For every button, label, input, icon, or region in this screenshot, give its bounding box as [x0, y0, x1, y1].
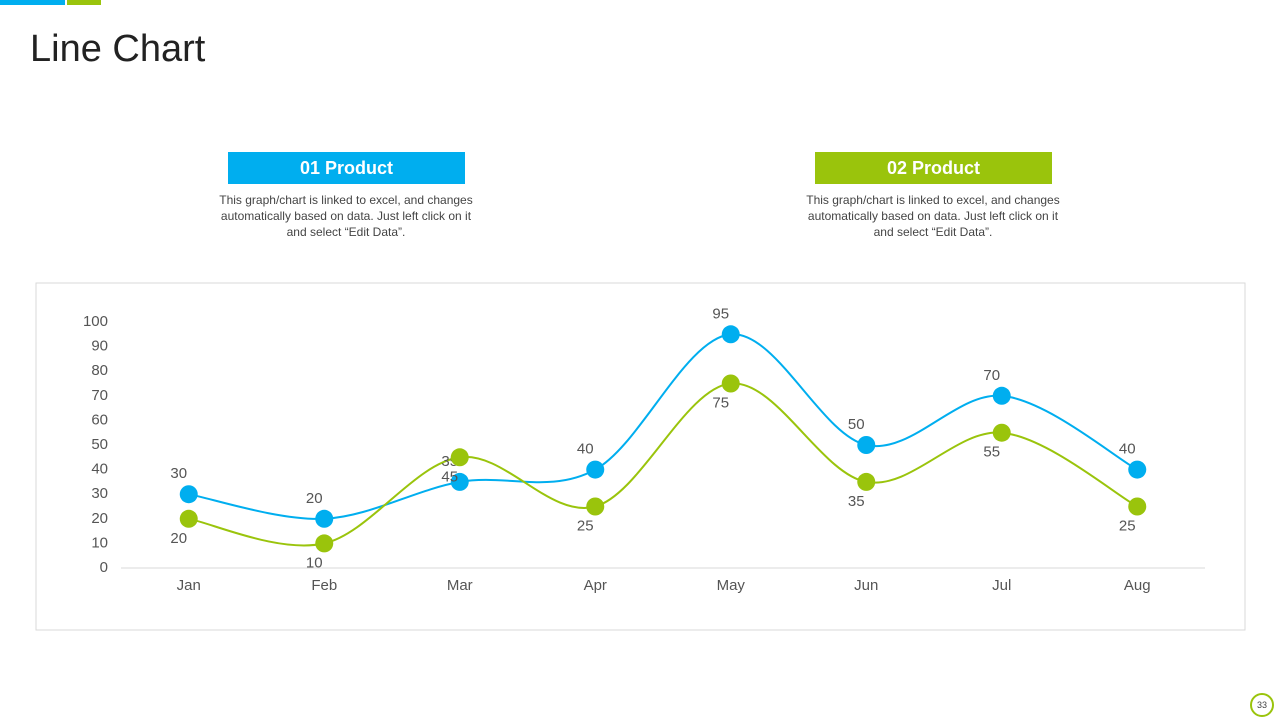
marker	[315, 509, 334, 528]
x-tick-label: Jul	[992, 577, 1011, 594]
legend-box: 02 Product	[815, 152, 1052, 184]
data-label: 75	[712, 394, 729, 411]
x-tick-label: Jan	[177, 577, 201, 594]
page-number: 33	[1250, 693, 1274, 717]
marker	[1128, 460, 1147, 479]
data-label: 30	[170, 465, 187, 482]
slide-title: Line Chart	[30, 28, 206, 70]
y-tick-label: 40	[91, 461, 108, 478]
data-label: 35	[848, 493, 865, 510]
marker	[315, 534, 334, 553]
marker	[992, 386, 1011, 405]
description: This graph/chart is linked to excel, and…	[219, 193, 473, 239]
data-label: 20	[170, 530, 187, 547]
y-tick-label: 100	[83, 313, 108, 330]
accent-bar	[67, 0, 101, 5]
chart-frame	[35, 282, 1246, 631]
marker	[1128, 497, 1147, 516]
y-tick-label: 50	[91, 436, 108, 453]
y-tick-label: 0	[100, 559, 108, 576]
x-tick-label: Apr	[584, 577, 607, 594]
marker	[586, 460, 605, 479]
chart: 0 10 20 30 40 50 60 70 80 90 100 Jan Feb Mar Apr May Jun…	[35, 282, 1246, 631]
y-tick-label: 70	[91, 387, 108, 404]
data-label: 25	[1119, 517, 1136, 534]
y-tick-label: 90	[91, 338, 108, 355]
x-tick-label: Mar	[447, 577, 473, 594]
data-label: 95	[712, 305, 729, 322]
description: This graph/chart is linked to excel, and…	[806, 193, 1060, 239]
data-label: 50	[848, 416, 865, 433]
marker	[586, 497, 605, 516]
marker	[721, 374, 740, 393]
y-tick-label: 60	[91, 411, 108, 428]
marker	[721, 325, 740, 344]
marker	[450, 472, 469, 491]
y-tick-label: 20	[91, 510, 108, 527]
y-tick-label: 30	[91, 485, 108, 502]
marker	[857, 436, 876, 454]
y-tick-label: 80	[91, 362, 108, 379]
x-tick-label: Feb	[311, 577, 337, 594]
data-label: 25	[577, 517, 594, 534]
data-label: 45	[441, 468, 458, 485]
legend-box: 01 Product	[228, 152, 465, 184]
data-label: 10	[306, 554, 323, 571]
data-label: 40	[1119, 441, 1136, 458]
x-tick-label: Jun	[854, 577, 878, 594]
marker	[179, 485, 198, 504]
accent-bar	[0, 0, 65, 5]
series-line	[188, 333, 1138, 520]
marker	[450, 448, 469, 467]
x-tick-label: May	[717, 577, 746, 594]
marker	[857, 472, 876, 491]
data-label: 55	[983, 444, 1000, 461]
y-tick-label: 10	[91, 534, 108, 551]
data-label: 40	[577, 441, 594, 458]
data-label: 70	[983, 367, 1000, 384]
data-label: 20	[306, 490, 323, 507]
marker	[992, 423, 1011, 442]
series-line	[188, 382, 1138, 547]
x-tick-label: Aug	[1124, 577, 1151, 594]
marker	[179, 509, 198, 528]
